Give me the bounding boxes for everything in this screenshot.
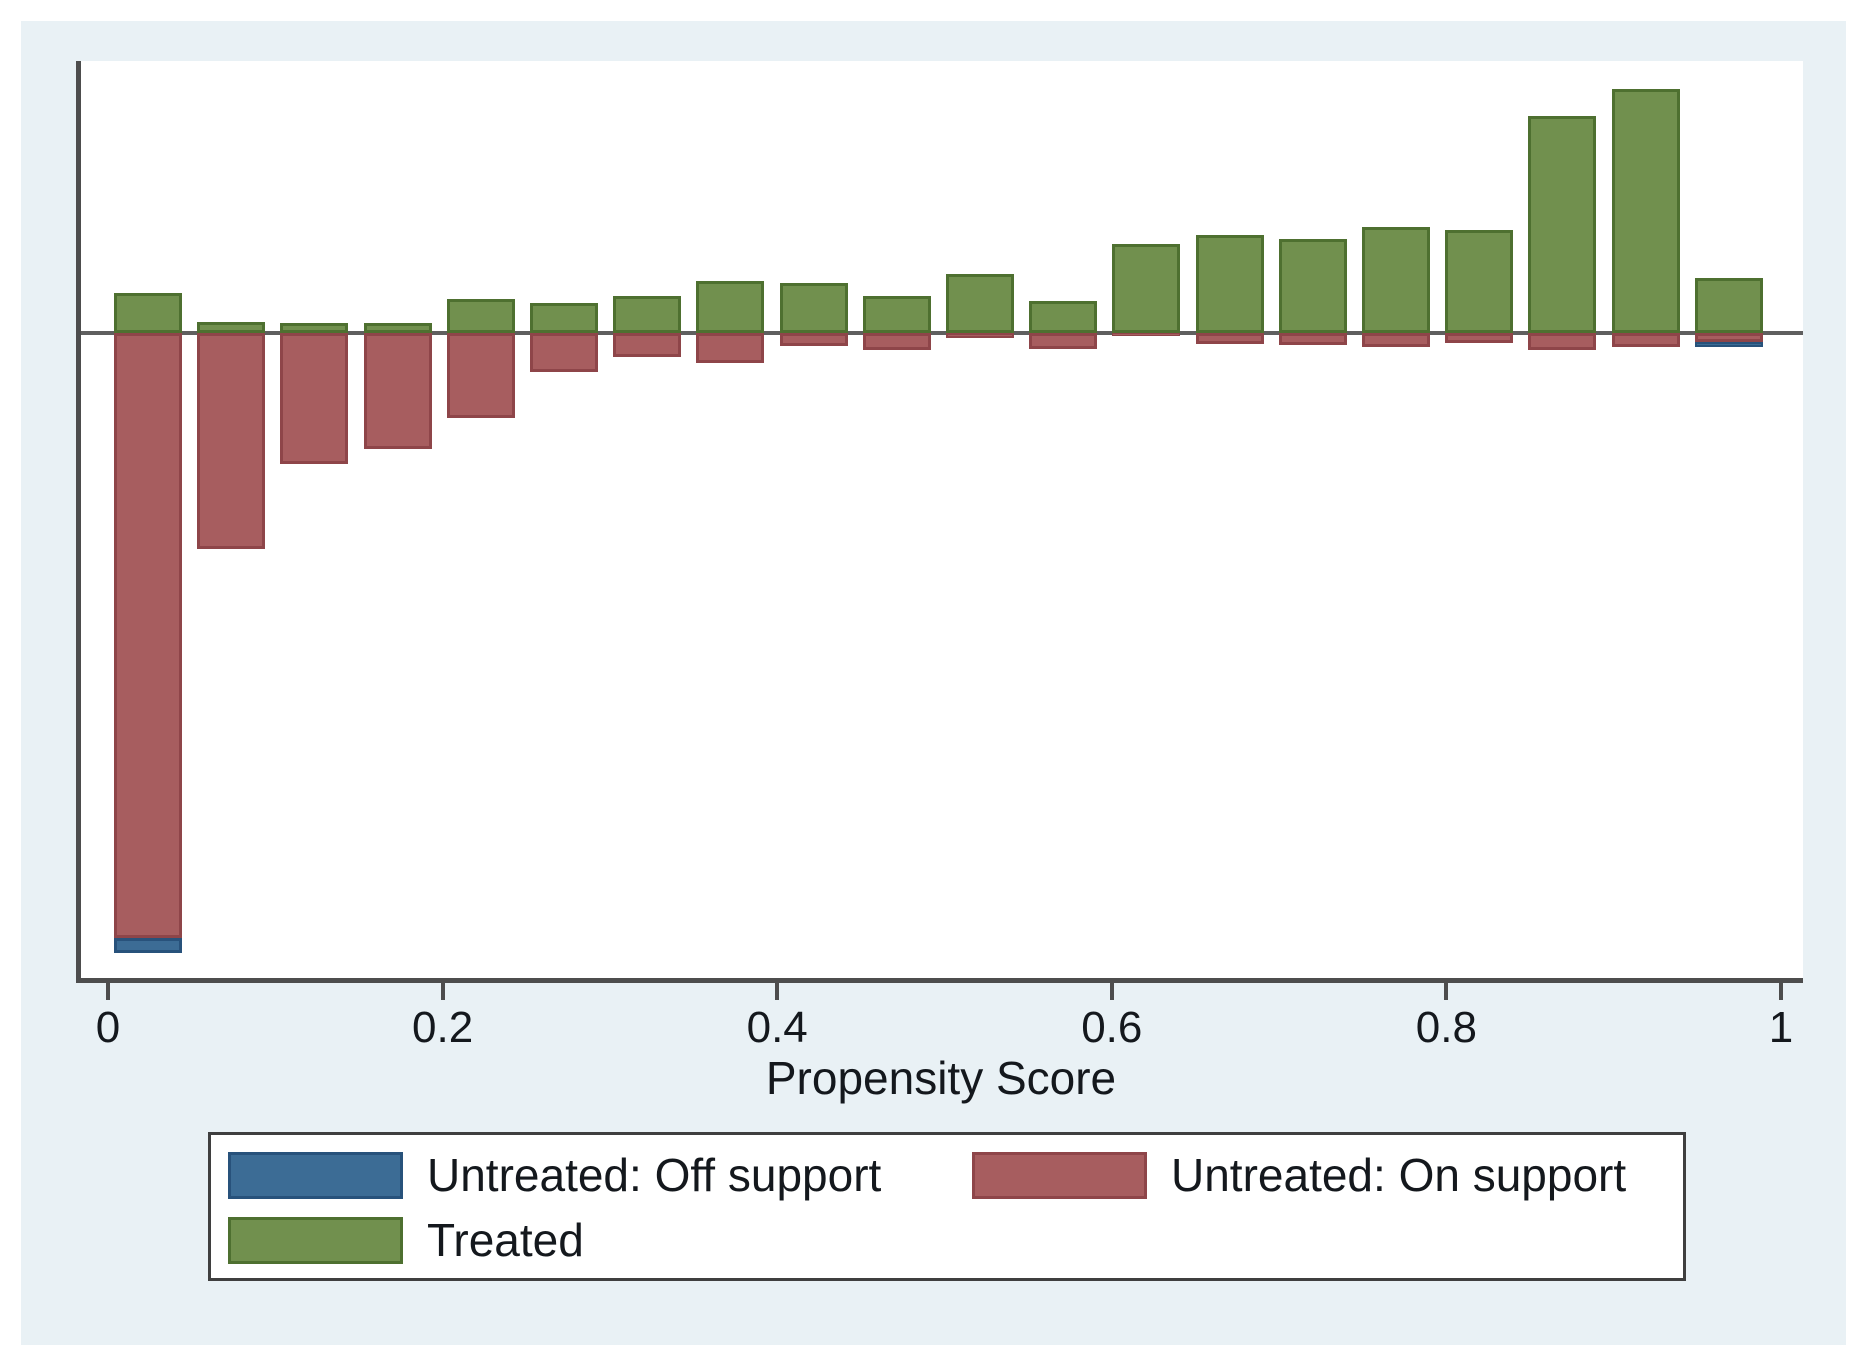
bar-segment-treated — [1611, 89, 1680, 333]
legend-item-untreated-on: Untreated: On support — [972, 1149, 1627, 1201]
bar-segment-untreated-on-support — [1611, 333, 1680, 347]
x-tick-label: 0.8 — [1415, 1003, 1477, 1052]
x-axis-line — [76, 978, 1803, 983]
x-tick-label: 0 — [95, 1003, 121, 1052]
legend-item-untreated-off: Untreated: Off support — [228, 1149, 882, 1201]
bar-segment-treated — [779, 283, 848, 333]
bar-segment-untreated-on-support — [613, 333, 682, 357]
legend-label: Untreated: On support — [1171, 1149, 1627, 1201]
treated-swatch — [228, 1216, 403, 1264]
bar-segment-treated — [946, 274, 1014, 333]
bar-segment-treated — [1694, 278, 1763, 333]
x-tick-label: 0.2 — [412, 1003, 474, 1052]
bar-segment-untreated-on-support — [1112, 333, 1181, 336]
bar-segment-treated — [1362, 227, 1430, 333]
x-tick-label: 0.4 — [746, 1003, 808, 1052]
bar-segment-untreated-on-support — [1694, 333, 1763, 342]
bar-segment-untreated-on-support — [197, 333, 266, 549]
bar-segment-untreated-on-support — [280, 333, 349, 464]
untreated-on-support-swatch — [972, 1151, 1147, 1199]
zero-baseline — [81, 331, 1803, 335]
bar-segment-untreated-on-support — [946, 333, 1014, 338]
bar-segment-treated — [862, 296, 931, 333]
figure-canvas: 0 0.2 0.4 0.6 0.8 1 Propensity Score Untreate… — [21, 21, 1846, 1345]
legend-box: Untreated: Off support Untreated: On sup… — [208, 1132, 1686, 1281]
bar-segment-treated — [363, 323, 432, 333]
bar-segment-treated — [1278, 239, 1347, 333]
untreated-off-support-swatch — [228, 1151, 403, 1199]
bar-segment-treated — [1029, 301, 1098, 333]
bar-segment-treated — [1445, 230, 1514, 333]
x-tick-mark — [440, 983, 445, 1000]
x-tick-mark — [1444, 983, 1449, 1000]
x-tick-mark — [775, 983, 780, 1000]
bar-segment-untreated-on-support — [1029, 333, 1098, 349]
bar-segment-untreated-off-support — [1694, 342, 1763, 347]
bar-segment-untreated-on-support — [446, 333, 515, 418]
bar-segment-untreated-on-support — [1445, 333, 1514, 343]
bar-segment-treated — [1112, 244, 1181, 333]
x-tick-mark — [1779, 983, 1783, 1000]
bar-segment-untreated-on-support — [1195, 333, 1264, 344]
bar-segment-treated — [114, 293, 182, 333]
bar-segment-untreated-on-support — [114, 333, 182, 938]
bar-segment-untreated-on-support — [1528, 333, 1597, 350]
bar-segment-treated — [446, 299, 515, 333]
bar-segment-untreated-on-support — [862, 333, 931, 350]
x-tick-mark — [1109, 983, 1114, 1000]
bar-segment-treated — [1195, 235, 1264, 333]
bar-segment-treated — [696, 281, 765, 333]
bar-segment-untreated-on-support — [1362, 333, 1430, 347]
bar-segment-untreated-on-support — [363, 333, 432, 449]
bar-segment-untreated-on-support — [1278, 333, 1347, 345]
bar-segment-treated — [530, 303, 598, 333]
plot-area — [81, 61, 1803, 978]
legend-item-treated: Treated — [228, 1214, 584, 1266]
x-axis-title: Propensity Score — [765, 1052, 1117, 1104]
x-tick-label: 0.6 — [1081, 1003, 1143, 1052]
bar-segment-treated — [1528, 116, 1597, 333]
bar-segment-untreated-on-support — [696, 333, 765, 363]
legend-label: Untreated: Off support — [427, 1149, 882, 1201]
y-axis-line — [76, 61, 81, 983]
bar-segment-untreated-on-support — [530, 333, 598, 372]
bar-segment-treated — [613, 296, 682, 333]
legend-label: Treated — [427, 1214, 584, 1266]
x-tick-label: 1 — [1768, 1003, 1794, 1052]
bar-segment-treated — [280, 323, 349, 333]
bar-segment-untreated-off-support — [114, 938, 182, 953]
bar-segment-untreated-on-support — [779, 333, 848, 346]
x-tick-mark — [106, 983, 110, 1000]
bar-segment-treated — [197, 322, 266, 333]
